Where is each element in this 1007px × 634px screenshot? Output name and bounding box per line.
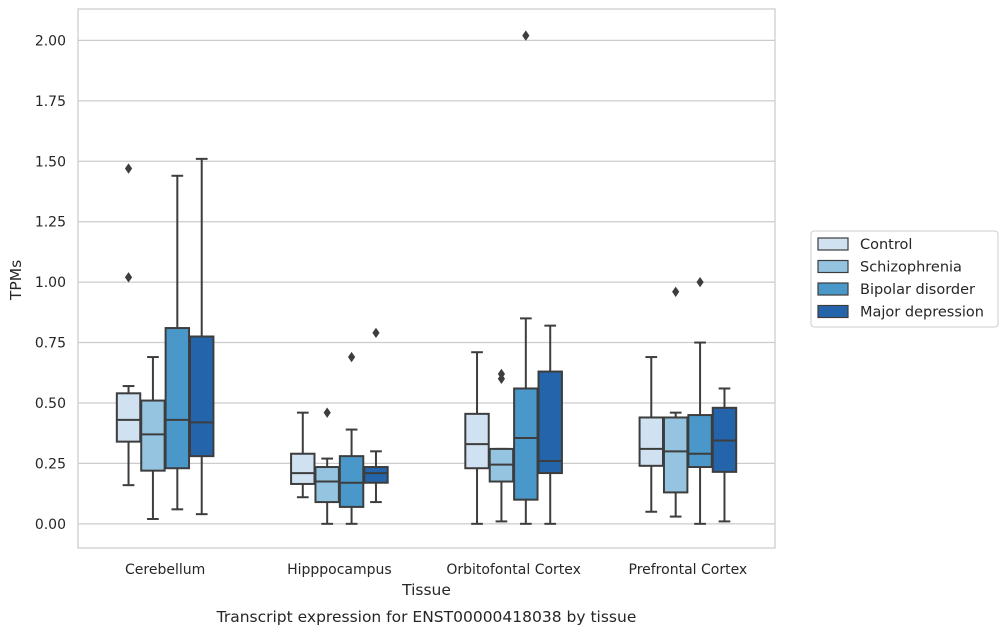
legend-label: Schizophrenia <box>860 260 962 276</box>
outlier-point <box>497 368 506 380</box>
box-body <box>338 455 365 508</box>
y-axis-ticks: 0.00 0.25 0.50 0.75 1.00 1.25 1.50 1.75 2.00 <box>35 33 66 532</box>
box-body <box>314 466 340 504</box>
box-body <box>140 399 166 472</box>
box-3-0 <box>189 157 215 516</box>
box-2-3 <box>687 276 713 525</box>
chart-caption: Transcript expression for ENST0000041803… <box>216 608 637 626</box>
legend-item: Bipolar disorder <box>817 282 975 298</box>
x-tick-label: Orbitofontal Cortex <box>446 562 581 578</box>
y-tick-label: 2.00 <box>35 33 66 49</box>
outlier-point <box>522 30 530 41</box>
outlier-point <box>372 327 380 339</box>
legend-frame <box>810 230 999 328</box>
x-axis-title: Tissue <box>401 581 451 599</box>
x-tick-label: Hipppocampus <box>287 562 392 578</box>
box-body <box>115 392 142 443</box>
y-tick-label: 1.25 <box>35 215 66 231</box>
box-3-1 <box>363 327 389 504</box>
y-axis-title: TPMs <box>7 260 25 301</box>
box-body <box>513 387 539 501</box>
box-body <box>638 416 664 467</box>
box-body <box>189 335 215 458</box>
box-0-2 <box>464 351 490 525</box>
legend-label: Major depression <box>860 305 984 321</box>
outlier-point <box>323 407 331 418</box>
y-tick-label: 0.75 <box>35 336 66 352</box>
y-tick-label: 1.75 <box>35 94 66 110</box>
box-2-0 <box>164 174 191 511</box>
box-body <box>662 416 689 494</box>
legend-label: Bipolar disorder <box>860 282 975 298</box>
legend-swatch <box>817 237 849 251</box>
legend-swatch <box>817 282 849 296</box>
box-1-0 <box>140 356 166 520</box>
legend-label: Control <box>860 237 912 253</box>
y-tick-label: 1.00 <box>35 275 66 291</box>
box-1-3 <box>662 286 689 518</box>
box-0-1 <box>290 411 316 499</box>
outlier-point <box>347 351 356 363</box>
box-body <box>537 370 563 475</box>
outlier-point <box>124 163 133 174</box>
box-1-2 <box>488 368 515 523</box>
y-tick-label: 0.25 <box>35 456 66 472</box>
legend-item: Schizophrenia <box>817 259 962 276</box>
y-tick-label: 0.50 <box>35 396 66 412</box>
box-3-2 <box>537 324 563 525</box>
legend-swatch <box>817 304 849 319</box>
x-tick-label: Cerebellum <box>125 562 205 578</box>
box-body <box>164 327 191 470</box>
boxes <box>115 30 738 525</box>
x-tick-label: Prefrontal Cortex <box>629 562 748 578</box>
x-axis-ticks: Cerebellum Hipppocampus Orbitofontal Corte… <box>125 562 747 578</box>
box-body <box>290 452 316 485</box>
plot-area-frame <box>77 8 776 549</box>
outlier-point <box>672 286 680 297</box>
box-0-3 <box>638 356 664 513</box>
box-0-0 <box>115 163 142 487</box>
outlier-point <box>124 272 133 283</box>
box-2-2 <box>513 30 539 525</box>
legend: Control Schizophrenia Bipolar disorder Majo… <box>810 230 999 328</box>
box-1-1 <box>314 407 340 525</box>
box-2-1 <box>338 351 365 525</box>
box-body <box>464 412 490 470</box>
legend-item: Control <box>817 237 912 253</box>
y-tick-label: 1.50 <box>35 154 66 170</box>
box-3-3 <box>711 387 738 523</box>
y-tick-label: 0.00 <box>35 517 66 533</box>
legend-swatch <box>817 259 849 274</box>
box-body <box>363 466 389 484</box>
box-body <box>687 414 713 469</box>
outlier-point <box>696 276 704 288</box>
legend-item: Major depression <box>817 304 984 321</box>
